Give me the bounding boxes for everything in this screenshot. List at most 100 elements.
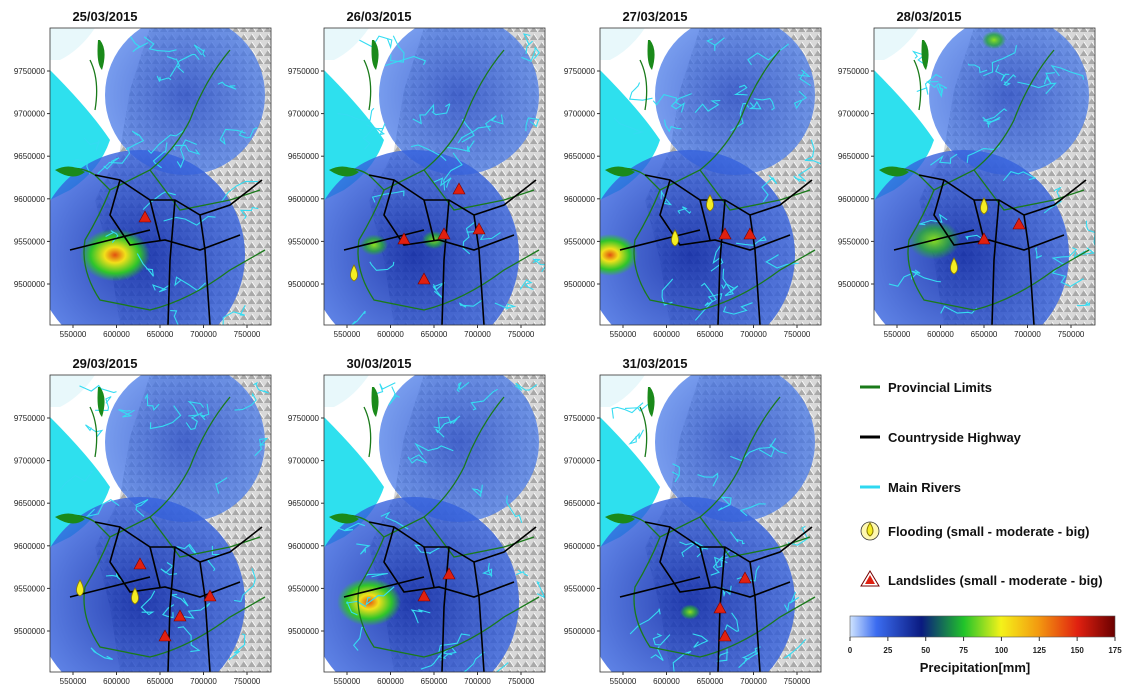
colorbar-tick-label: 0 xyxy=(848,646,853,655)
x-tick-label: 750000 xyxy=(234,677,261,686)
map-body xyxy=(582,15,821,360)
y-tick-label: 9650000 xyxy=(564,152,596,161)
x-tick-label: 550000 xyxy=(60,677,87,686)
y-tick-label: 9650000 xyxy=(288,152,320,161)
colorbar-tick-label: 150 xyxy=(1070,646,1084,655)
y-tick-label: 9600000 xyxy=(14,195,46,204)
y-tick-label: 9650000 xyxy=(838,152,870,161)
map-panel: 29/03/2015 9500000 9550000 9600000 9650000 97… xyxy=(14,356,271,688)
legend-label: Countryside Highway xyxy=(888,430,1022,445)
y-tick-label: 9750000 xyxy=(288,67,320,76)
y-tick-label: 9700000 xyxy=(14,457,46,466)
x-tick-label: 750000 xyxy=(508,330,535,339)
y-tick-label: 9700000 xyxy=(838,110,870,119)
map-panel: 27/03/2015950000095500009600000965000097… xyxy=(564,9,821,360)
y-tick-label: 9700000 xyxy=(288,457,320,466)
colorbar xyxy=(850,616,1115,637)
x-tick-label: 700000 xyxy=(464,330,491,339)
x-tick-label: 750000 xyxy=(508,677,535,686)
panel-title: 31/03/2015 xyxy=(622,356,687,371)
y-tick-label: 9550000 xyxy=(564,237,596,246)
y-tick-label: 9750000 xyxy=(564,67,596,76)
map-body xyxy=(859,15,1097,360)
y-tick-label: 9750000 xyxy=(564,414,596,423)
y-tick-label: 9500000 xyxy=(14,280,46,289)
y-tick-label: 9650000 xyxy=(14,499,46,508)
x-tick-label: 550000 xyxy=(610,330,637,339)
map-panel: 31/03/2015950000095500009600000965000097… xyxy=(564,356,821,688)
x-tick-label: 650000 xyxy=(697,330,724,339)
y-tick-label: 9750000 xyxy=(14,414,46,423)
x-tick-label: 550000 xyxy=(334,677,361,686)
rain-core xyxy=(982,31,1006,49)
x-tick-label: 700000 xyxy=(1014,330,1041,339)
y-tick-label: 9600000 xyxy=(838,195,870,204)
legend-label: Provincial Limits xyxy=(888,380,992,395)
legend: Provincial Limits Countryside Highway Main… xyxy=(860,380,1103,588)
panel-title: 30/03/2015 xyxy=(346,356,411,371)
y-tick-label: 9750000 xyxy=(14,67,46,76)
x-tick-label: 600000 xyxy=(377,330,404,339)
y-tick-label: 9500000 xyxy=(838,280,870,289)
colorbar-tick-label: 50 xyxy=(921,646,930,655)
panel-title: 27/03/2015 xyxy=(622,9,687,24)
y-tick-label: 9500000 xyxy=(288,627,320,636)
legend-label: Main Rivers xyxy=(888,480,961,495)
y-tick-label: 9500000 xyxy=(564,627,596,636)
colorbar-tick-label: 25 xyxy=(883,646,892,655)
x-tick-label: 750000 xyxy=(1058,330,1085,339)
y-tick-label: 9750000 xyxy=(838,67,870,76)
y-tick-label: 9550000 xyxy=(14,584,46,593)
y-tick-label: 9600000 xyxy=(288,195,320,204)
map-panel: 28/03/2015 9500000 9550000 9600000 9650000 97… xyxy=(838,9,1097,360)
map-panel: 26/03/2015950000095500009600000965000097… xyxy=(288,9,547,360)
y-tick-label: 9500000 xyxy=(14,627,46,636)
x-tick-label: 600000 xyxy=(653,677,680,686)
legend-label: Landslides (small - moderate - big) xyxy=(888,573,1103,588)
y-tick-label: 9650000 xyxy=(288,499,320,508)
y-tick-label: 9550000 xyxy=(564,584,596,593)
x-tick-label: 700000 xyxy=(464,677,491,686)
y-tick-label: 9750000 xyxy=(288,414,320,423)
map-body xyxy=(35,15,271,360)
figure: 25/03/2015950000095500009600000965000097… xyxy=(0,0,1126,688)
colorbar-tick-label: 100 xyxy=(995,646,1009,655)
x-tick-label: 600000 xyxy=(103,677,130,686)
rain-core xyxy=(80,229,150,282)
legend-label: Flooding (small - moderate - big) xyxy=(888,524,1090,539)
x-tick-label: 700000 xyxy=(190,677,217,686)
map-body xyxy=(309,362,545,688)
x-tick-label: 650000 xyxy=(697,677,724,686)
y-tick-label: 9550000 xyxy=(838,237,870,246)
y-tick-label: 9600000 xyxy=(288,542,320,551)
x-tick-label: 550000 xyxy=(884,330,911,339)
x-tick-label: 600000 xyxy=(653,330,680,339)
x-tick-label: 550000 xyxy=(610,677,637,686)
y-tick-label: 9500000 xyxy=(564,280,596,289)
y-tick-label: 9700000 xyxy=(288,110,320,119)
x-tick-label: 750000 xyxy=(784,677,811,686)
y-tick-label: 9650000 xyxy=(564,499,596,508)
panel-title: 26/03/2015 xyxy=(346,9,411,24)
radar-south xyxy=(859,150,1069,360)
y-tick-label: 9550000 xyxy=(288,584,320,593)
x-tick-label: 700000 xyxy=(740,677,767,686)
y-tick-label: 9600000 xyxy=(14,542,46,551)
rain-core xyxy=(680,605,700,620)
y-tick-label: 9700000 xyxy=(14,110,46,119)
panel-title: 28/03/2015 xyxy=(896,9,961,24)
colorbar-tick-label: 125 xyxy=(1033,646,1047,655)
radar-south xyxy=(309,150,519,360)
y-tick-label: 9700000 xyxy=(564,110,596,119)
y-tick-label: 9550000 xyxy=(14,237,46,246)
map-body xyxy=(35,362,271,688)
map-panel: 25/03/2015950000095500009600000965000097… xyxy=(14,9,271,360)
x-tick-label: 600000 xyxy=(377,677,404,686)
y-tick-label: 9500000 xyxy=(288,280,320,289)
x-tick-label: 650000 xyxy=(421,330,448,339)
y-tick-label: 9700000 xyxy=(564,457,596,466)
y-tick-label: 9650000 xyxy=(14,152,46,161)
x-tick-label: 700000 xyxy=(740,330,767,339)
x-tick-label: 750000 xyxy=(784,330,811,339)
panel-title: 29/03/2015 xyxy=(72,356,137,371)
